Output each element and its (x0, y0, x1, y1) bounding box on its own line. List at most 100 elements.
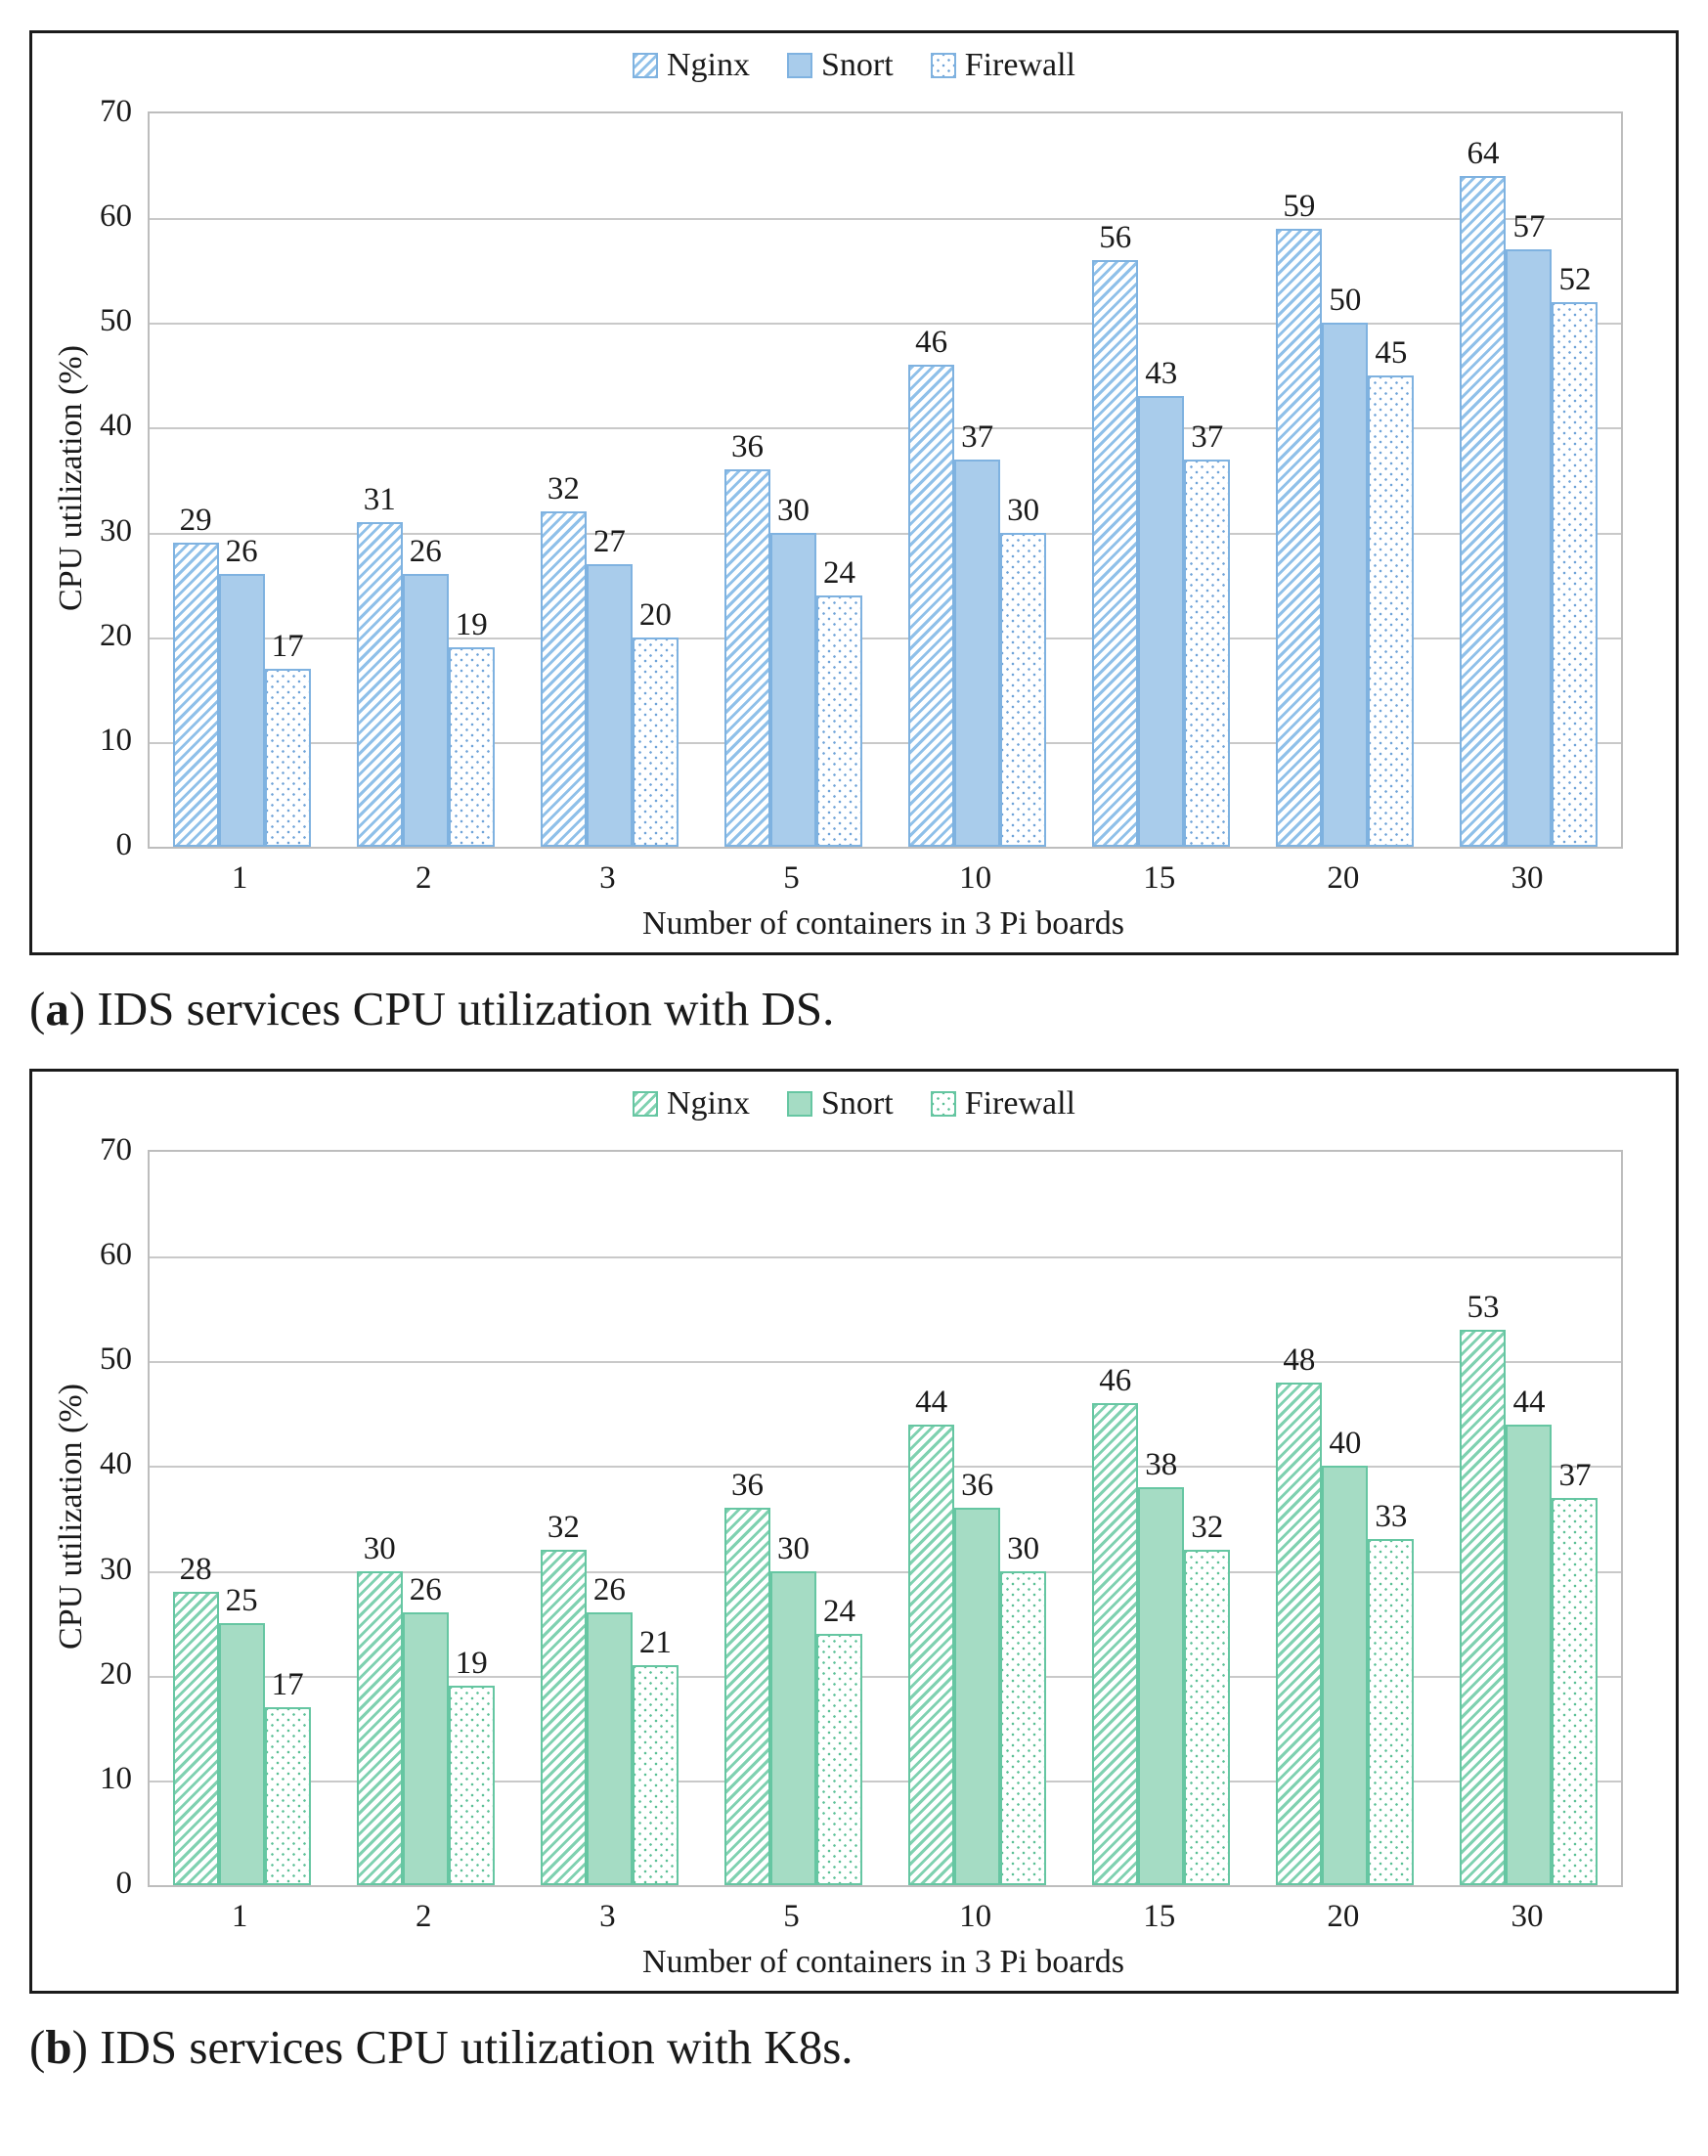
caption-b-text: IDS services CPU utilization with K8s. (100, 2020, 854, 2074)
y-tick-label: 30 (100, 1551, 132, 1587)
bar-snort (586, 1612, 633, 1885)
bar-value-label: 38 (1145, 1446, 1178, 1482)
bar-firewall (1184, 459, 1231, 847)
barwrap: 29 (172, 113, 219, 847)
bar-firewall (1000, 532, 1047, 847)
barwrap: 44 (908, 1152, 955, 1885)
barwrap: 37 (1184, 113, 1231, 847)
bar-group-30: 64 57 52 (1437, 113, 1621, 847)
legend-item-nginx: Nginx (633, 1085, 750, 1122)
bar-group-3: 32 27 20 (517, 113, 701, 847)
bar-value-label: 44 (915, 1384, 948, 1420)
bar-group-30: 53 44 37 (1437, 1152, 1621, 1885)
barwrap: 19 (448, 1152, 495, 1885)
x-tick-label: 30 (1511, 860, 1544, 896)
bar-value-label: 48 (1283, 1342, 1316, 1378)
barwrap: 17 (264, 113, 311, 847)
barwrap: 19 (448, 113, 495, 847)
dots-swatch-icon (930, 1091, 956, 1117)
legend-label: Firewall (964, 47, 1075, 83)
y-tick-label: 10 (100, 1760, 132, 1796)
bar-firewall (1000, 1570, 1047, 1885)
bar-snort (954, 459, 1001, 847)
gridline (150, 637, 1621, 639)
bar-firewall (1368, 374, 1415, 847)
bar-nginx (540, 1550, 587, 1885)
bar-firewall (1552, 1497, 1599, 1885)
legend-item-snort: Snort (787, 1085, 894, 1122)
legend-label: Snort (821, 47, 894, 83)
bar-value-label: 56 (1099, 220, 1132, 255)
bar-value-label: 30 (363, 1530, 396, 1566)
barwrap: 37 (1552, 1152, 1599, 1885)
bar-value-label: 20 (638, 596, 672, 633)
y-tick-label: 40 (100, 408, 132, 444)
bar-group-15: 46 38 32 (1070, 1152, 1253, 1885)
barwrap: 45 (1368, 113, 1415, 847)
bar-group-2: 30 26 19 (333, 1152, 517, 1885)
bar-firewall (632, 1665, 679, 1885)
y-tick-label: 0 (115, 1866, 133, 1901)
bar-value-label: 59 (1283, 188, 1316, 224)
bar-nginx (540, 511, 587, 847)
x-tick-label: 15 (1143, 860, 1176, 896)
bar-group-20: 48 40 33 (1253, 1152, 1437, 1885)
barwrap: 56 (1092, 113, 1139, 847)
bar-nginx (1092, 1403, 1139, 1885)
barwrap: 46 (1092, 1152, 1139, 1885)
barwrap: 36 (723, 1152, 770, 1885)
bar-value-label: 30 (776, 1530, 810, 1566)
bar-value-label: 37 (1558, 1457, 1592, 1493)
bar-value-label: 45 (1375, 334, 1408, 371)
bar-nginx (172, 543, 219, 847)
legend-item-snort: Snort (787, 47, 894, 84)
caption-a-text: IDS services CPU utilization with DS. (97, 982, 835, 1035)
bar-nginx (1092, 260, 1139, 847)
x-tick-label: 3 (599, 1899, 616, 1934)
bar-value-label: 36 (730, 1468, 764, 1504)
bar-group-20: 59 50 45 (1253, 113, 1437, 847)
bar-value-label: 50 (1329, 283, 1362, 319)
bar-nginx (1460, 1330, 1507, 1885)
bar-nginx (1460, 176, 1507, 847)
gridline (150, 741, 1621, 744)
legend-label: Nginx (667, 47, 750, 83)
hatch-swatch-icon (633, 1091, 658, 1117)
bar-value-label: 36 (961, 1468, 994, 1504)
bar-nginx (723, 469, 770, 847)
bar-value-label: 30 (1007, 492, 1040, 528)
bar-group-10: 46 37 30 (886, 113, 1070, 847)
legend-item-firewall: Firewall (930, 1085, 1075, 1122)
caption-b: (b) IDS services CPU utilization with K8… (29, 2019, 1679, 2076)
caption-a-marker: (a) (29, 982, 86, 1035)
bar-value-label: 24 (822, 554, 855, 591)
x-tick-label: 5 (783, 860, 800, 896)
x-tick-label: 1 (231, 860, 248, 896)
barwrap: 33 (1368, 1152, 1415, 1885)
legend-label: Firewall (964, 1085, 1075, 1122)
bar-group-15: 56 43 37 (1070, 113, 1253, 847)
y-tick-label: 50 (100, 303, 132, 339)
gridline (150, 532, 1621, 535)
gridline (150, 323, 1621, 326)
barwrap: 30 (1000, 1152, 1047, 1885)
bar-value-label: 26 (409, 534, 442, 570)
bar-nginx (1276, 1382, 1323, 1885)
barwrap: 32 (540, 113, 587, 847)
bar-value-label: 17 (271, 1666, 304, 1702)
x-tick-label: 20 (1327, 1899, 1360, 1934)
hatch-swatch-icon (633, 53, 658, 78)
bar-firewall (815, 1633, 862, 1885)
bar-value-label: 53 (1467, 1290, 1500, 1326)
bar-snort (1506, 249, 1553, 847)
bar-firewall (632, 637, 679, 847)
bar-value-label: 46 (1099, 1363, 1132, 1399)
caption-a: (a) IDS services CPU utilization with DS… (29, 981, 1679, 1037)
barwrap: 64 (1460, 113, 1507, 847)
bar-value-label: 17 (271, 628, 304, 664)
barwrap: 25 (218, 1152, 265, 1885)
bar-value-label: 24 (822, 1593, 855, 1629)
y-tick-label: 0 (115, 827, 133, 862)
x-tick-label: 10 (959, 1899, 992, 1934)
barwrap: 26 (218, 113, 265, 847)
